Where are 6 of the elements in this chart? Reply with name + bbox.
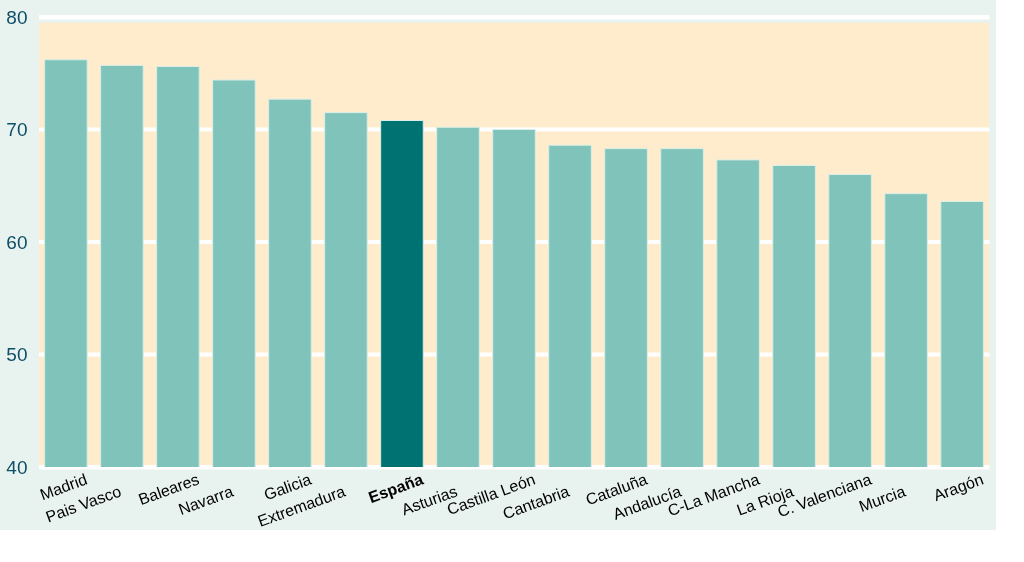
y-tick-label: 40 <box>6 456 28 478</box>
x-tick-label: Aragón <box>931 470 986 505</box>
y-tick-label: 80 <box>6 6 28 28</box>
y-tick-label: 50 <box>6 344 28 365</box>
y-tick-label: 70 <box>6 119 28 140</box>
y-tick-label: 60 <box>6 231 28 253</box>
